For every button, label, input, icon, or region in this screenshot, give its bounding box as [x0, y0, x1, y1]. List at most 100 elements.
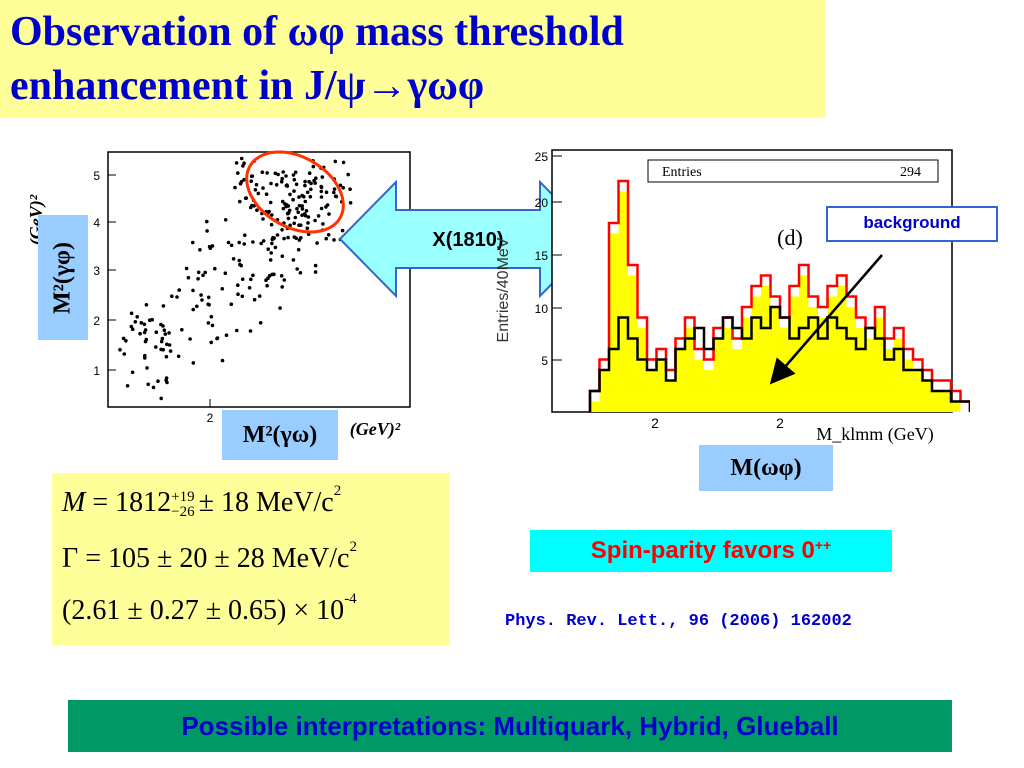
scatter-dot — [286, 211, 291, 215]
scatter-dot — [300, 207, 305, 211]
m2-gamma-phi-label: M²(γφ) — [38, 215, 88, 340]
scatter-dot — [284, 174, 288, 178]
scatter-dot — [294, 182, 299, 187]
hist-y-tick-label: 15 — [535, 249, 549, 263]
scatter-dot — [143, 353, 147, 358]
scatter-dot — [238, 181, 243, 186]
scatter-dot — [280, 285, 284, 289]
scatter-dot — [220, 358, 225, 363]
hist-y-tick-label: 20 — [535, 196, 549, 210]
br-text: (2.61 ± 0.27 ± 0.65) × 10 — [62, 595, 345, 626]
scatter-dot — [295, 207, 299, 211]
scatter-dot — [261, 186, 265, 190]
scatter-dot — [284, 204, 288, 209]
scatter-dot — [292, 189, 296, 193]
scatter-dot — [235, 328, 239, 333]
fit-results-box: M = 1812 +19 −26 ± 18 MeV/c2 Γ = 105 ± 20 ±… — [52, 473, 450, 645]
scatter-dot — [313, 218, 317, 223]
scatter-dot — [341, 186, 346, 190]
slide-title-line2: enhancement in J/ψ→γωφ — [10, 63, 485, 109]
scatter-y-tick-label: 2 — [93, 314, 100, 328]
scatter-dot — [138, 331, 142, 336]
scatter-dot — [296, 247, 301, 252]
scatter-dot — [130, 370, 135, 375]
spin-parity-sup: ++ — [814, 537, 832, 553]
scatter-dot — [268, 258, 273, 262]
scatter-dot — [124, 339, 128, 343]
scatter-dot — [176, 354, 181, 359]
scatter-dot — [280, 199, 285, 204]
scatter-dot — [205, 219, 209, 224]
scatter-dot — [291, 258, 296, 262]
scatter-dot — [270, 241, 274, 246]
scatter-dot — [298, 223, 303, 227]
scatter-dot — [306, 221, 310, 225]
scatter-dot — [280, 176, 284, 181]
scatter-dot — [144, 337, 149, 342]
scatter-dot — [286, 235, 290, 240]
scatter-dot — [175, 295, 179, 299]
scatter-dot — [154, 330, 159, 334]
scatter-dot — [340, 228, 345, 233]
mass-syst: ± 18 MeV/c — [198, 487, 334, 518]
scatter-dot — [303, 199, 308, 204]
scatter-dot — [278, 306, 282, 310]
scatter-dot — [195, 304, 199, 309]
scatter-y-tick-label: 1 — [93, 364, 100, 378]
scatter-dot — [199, 293, 203, 297]
scatter-dot — [261, 217, 265, 221]
slide-title-line1: Observation of ωφ mass threshold — [10, 9, 624, 55]
scatter-dot — [294, 236, 299, 240]
scatter-dot — [240, 277, 245, 281]
scatter-x-ticks: 2 — [207, 399, 214, 425]
scatter-dot — [257, 294, 262, 298]
scatter-dot — [210, 323, 215, 328]
scatter-dot — [190, 240, 195, 245]
mass-formula: M = 1812 +19 −26 ± 18 MeV/c2 — [62, 483, 341, 520]
scatter-dot — [223, 271, 228, 275]
scatter-dot — [293, 170, 298, 175]
scatter-dot — [196, 277, 200, 281]
scatter-dot — [249, 179, 253, 183]
hist-red-outline — [588, 179, 970, 412]
scatter-dot — [129, 324, 134, 329]
scatter-dot — [165, 342, 169, 347]
journal-reference: Phys. Rev. Lett., 96 (2006) 162002 — [505, 612, 852, 631]
scatter-dot — [279, 179, 284, 184]
scatter-x-axis-label: (GeV)² — [350, 419, 401, 440]
scatter-dot — [188, 337, 192, 341]
scatter-dot — [315, 241, 319, 245]
scatter-dot — [237, 258, 242, 263]
scatter-dot — [281, 170, 285, 174]
scatter-dot — [135, 315, 139, 319]
scatter-dot — [168, 349, 173, 353]
scatter-dot — [215, 336, 220, 340]
scatter-dot — [346, 172, 351, 177]
scatter-dot — [130, 327, 135, 331]
scatter-dot — [320, 175, 325, 179]
scatter-dot — [238, 199, 242, 204]
scatter-dot — [191, 361, 196, 365]
scatter-dot — [256, 191, 261, 196]
scatter-dot — [254, 182, 259, 187]
scatter-dot — [266, 247, 270, 251]
scatter-dot — [186, 275, 191, 280]
scatter-dot — [300, 204, 305, 208]
scatter-dot — [250, 174, 255, 178]
scatter-dot — [332, 187, 337, 191]
scatter-dot — [300, 193, 305, 198]
scatter-dot — [255, 208, 259, 212]
scatter-dot — [306, 215, 311, 219]
scatter-dot — [280, 228, 284, 232]
hist-panel-label: (d) — [777, 225, 803, 250]
scatter-dot — [122, 352, 127, 356]
scatter-dot — [271, 235, 275, 240]
scatter-dot — [288, 192, 292, 197]
scatter-dot — [253, 188, 258, 192]
scatter-dot — [129, 311, 134, 316]
scatter-dot — [258, 321, 263, 325]
width-exp: 2 — [349, 539, 357, 555]
scatter-dot — [226, 240, 231, 245]
scatter-dot — [298, 271, 303, 275]
scatter-dot — [299, 236, 303, 240]
